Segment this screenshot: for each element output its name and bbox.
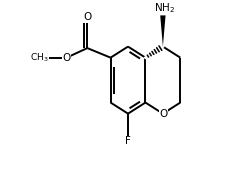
Text: O: O <box>160 109 168 119</box>
Text: NH$_2$: NH$_2$ <box>154 1 175 15</box>
Text: O: O <box>62 53 71 63</box>
Text: O: O <box>83 12 92 22</box>
Text: F: F <box>125 136 131 146</box>
Text: CH$_3$: CH$_3$ <box>30 51 48 64</box>
Polygon shape <box>160 15 166 47</box>
